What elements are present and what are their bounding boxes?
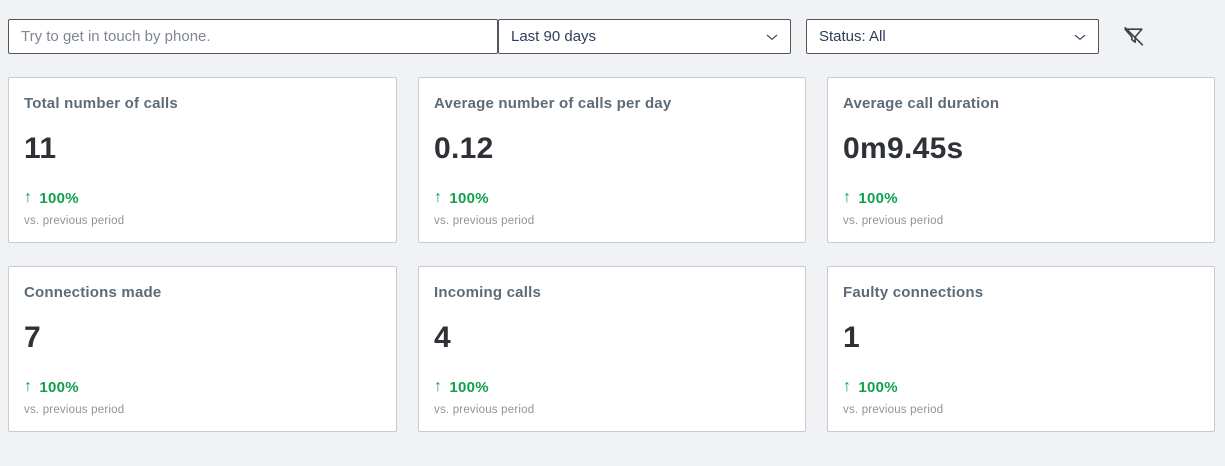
stat-card-title: Average number of calls per day	[434, 95, 672, 112]
trend-value: 100%	[39, 189, 79, 207]
filter-off-icon	[1123, 26, 1143, 46]
stat-card-title: Incoming calls	[434, 284, 541, 301]
stat-card-value: 7	[24, 321, 41, 354]
stat-card-total-calls: Total number of calls 11 ↑ 100% vs. prev…	[8, 77, 397, 243]
stats-grid: Total number of calls 11 ↑ 100% vs. prev…	[8, 77, 1215, 432]
trend-up-icon: ↑	[434, 189, 443, 206]
stat-card-title: Total number of calls	[24, 95, 178, 112]
trend-value: 100%	[858, 189, 898, 207]
date-range-value: Last 90 days	[511, 28, 597, 45]
stat-card-value: 4	[434, 321, 451, 354]
stat-card-title: Average call duration	[843, 95, 1000, 112]
stat-card-trend: ↑ 100%	[843, 378, 1198, 396]
trend-up-icon: ↑	[843, 189, 852, 206]
stat-card-avg-call-duration: Average call duration 0m9.45s ↑ 100% vs.…	[827, 77, 1215, 243]
trend-value: 100%	[449, 378, 489, 396]
status-value: Status: All	[819, 28, 886, 45]
stat-card-value: 0m9.45s	[843, 132, 964, 165]
stat-card-subtitle: vs. previous period	[434, 215, 535, 227]
search-input[interactable]	[8, 19, 498, 54]
stat-card-trend: ↑ 100%	[24, 189, 380, 207]
stat-card-value: 11	[24, 132, 57, 165]
stat-card-subtitle: vs. previous period	[24, 215, 125, 227]
stat-card-subtitle: vs. previous period	[843, 404, 944, 416]
stat-card-value: 1	[843, 321, 860, 354]
stat-card-title: Connections made	[24, 284, 162, 301]
filter-toolbar: Last 90 days Status: All	[8, 19, 1215, 54]
stat-card-value: 0.12	[434, 132, 494, 165]
trend-value: 100%	[39, 378, 79, 396]
stat-card-trend: ↑ 100%	[434, 189, 789, 207]
chevron-down-icon	[766, 34, 778, 40]
stat-card-faulty-connections: Faulty connections 1 ↑ 100% vs. previous…	[827, 266, 1215, 432]
trend-up-icon: ↑	[24, 189, 33, 206]
status-select[interactable]: Status: All	[806, 19, 1099, 54]
trend-up-icon: ↑	[24, 378, 33, 395]
stat-card-subtitle: vs. previous period	[843, 215, 944, 227]
date-range-select[interactable]: Last 90 days	[498, 19, 791, 54]
trend-up-icon: ↑	[843, 378, 852, 395]
trend-value: 100%	[858, 378, 898, 396]
stat-card-avg-calls-per-day: Average number of calls per day 0.12 ↑ 1…	[418, 77, 806, 243]
stat-card-trend: ↑ 100%	[434, 378, 789, 396]
chevron-down-icon	[1074, 34, 1086, 40]
stat-card-trend: ↑ 100%	[843, 189, 1198, 207]
clear-filters-button[interactable]	[1116, 20, 1150, 54]
trend-value: 100%	[449, 189, 489, 207]
stat-card-connections-made: Connections made 7 ↑ 100% vs. previous p…	[8, 266, 397, 432]
stat-card-incoming-calls: Incoming calls 4 ↑ 100% vs. previous per…	[418, 266, 806, 432]
trend-up-icon: ↑	[434, 378, 443, 395]
dashboard-page: { "toolbar": { "search_placeholder": "Tr…	[0, 19, 1225, 466]
stat-card-trend: ↑ 100%	[24, 378, 380, 396]
stat-card-subtitle: vs. previous period	[434, 404, 535, 416]
stat-card-title: Faulty connections	[843, 284, 984, 301]
stat-card-subtitle: vs. previous period	[24, 404, 125, 416]
